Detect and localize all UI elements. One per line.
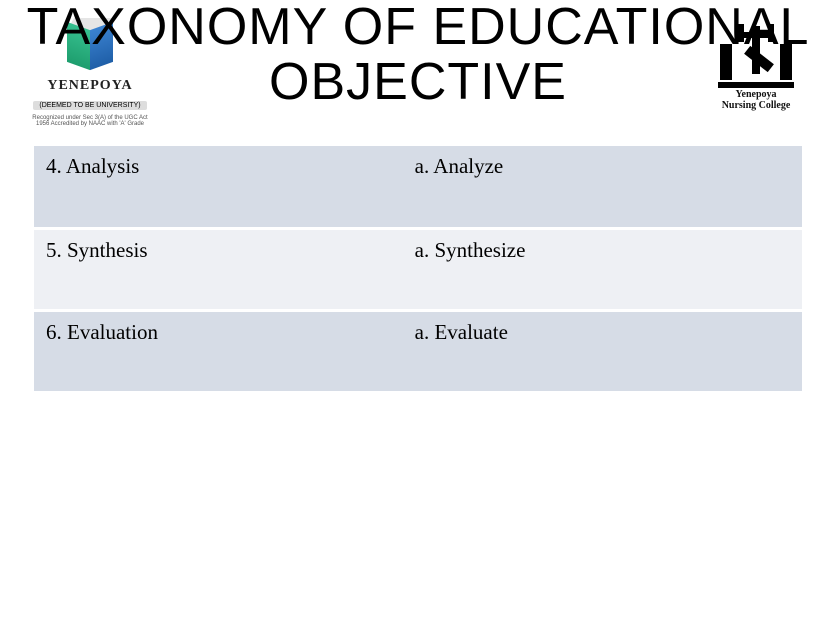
- trident-icon: [716, 18, 796, 88]
- table-row: 6. Evaluation a. Evaluate: [34, 310, 802, 392]
- logo-right-line1: Yenepoya: [706, 90, 806, 101]
- cell-level: 6. Evaluation: [34, 310, 403, 392]
- taxonomy-table: 4. Analysis a. Analyze 5. Synthesis a. S…: [34, 146, 802, 394]
- table-row: 4. Analysis a. Analyze: [34, 146, 802, 228]
- cell-verb: a. Analyze: [403, 146, 802, 228]
- cell-verb: a. Synthesize: [403, 228, 802, 310]
- table-row: 5. Synthesis a. Synthesize: [34, 228, 802, 310]
- logo-right-line2: Nursing College: [706, 101, 806, 112]
- cell-level: 5. Synthesis: [34, 228, 403, 310]
- cell-level: 4. Analysis: [34, 146, 403, 228]
- slide: YENEPOYA (DEEMED TO BE UNIVERSITY) Recog…: [0, 0, 836, 621]
- logo-nursing-college: Yenepoya Nursing College: [706, 18, 806, 111]
- logo-left-smallprint: Recognized under Sec 3(A) of the UGC Act…: [30, 115, 150, 128]
- cell-verb: a. Evaluate: [403, 310, 802, 392]
